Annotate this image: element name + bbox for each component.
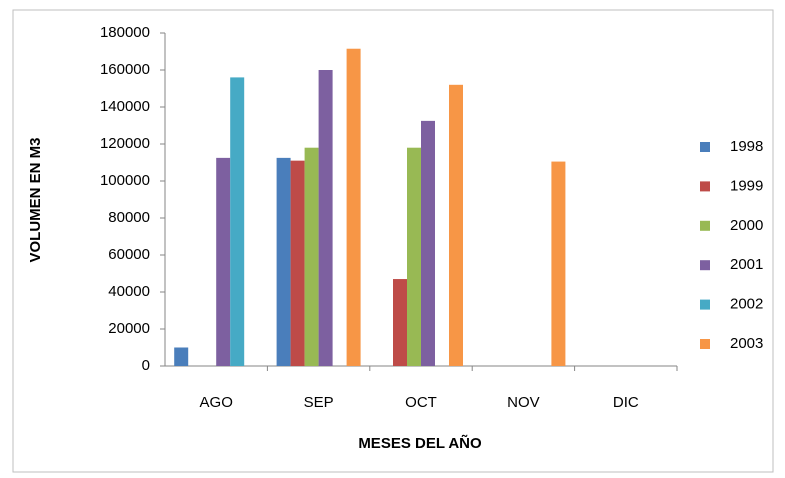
bar xyxy=(290,160,305,366)
legend-swatch xyxy=(700,339,710,349)
bar xyxy=(421,120,435,366)
legend-label: 2001 xyxy=(730,256,763,273)
bar xyxy=(407,147,421,366)
legend-swatch xyxy=(700,260,710,271)
legend-label: 2002 xyxy=(730,296,763,313)
y-tick-label: 40000 xyxy=(108,283,150,300)
bar xyxy=(174,347,189,366)
y-tick-label: 100000 xyxy=(100,172,150,189)
bar xyxy=(318,70,333,366)
bar xyxy=(393,279,407,366)
x-tick-label: DIC xyxy=(613,394,639,411)
bar xyxy=(276,157,291,366)
legend-swatch xyxy=(700,181,710,192)
bar xyxy=(449,84,463,367)
legend-label: 2000 xyxy=(730,217,763,234)
y-tick-label: 120000 xyxy=(100,135,150,152)
y-tick-label: 60000 xyxy=(108,246,150,263)
x-axis-title: MESES DEL AÑO xyxy=(358,434,482,452)
bar xyxy=(346,48,361,366)
x-tick-label: OCT xyxy=(405,394,437,411)
legend-swatch xyxy=(700,299,710,310)
chart-frame xyxy=(12,9,774,473)
y-tick-label: 0 xyxy=(142,357,150,374)
y-tick-label: 80000 xyxy=(108,209,150,226)
bar xyxy=(230,77,245,367)
y-tick-label: 160000 xyxy=(100,61,150,78)
y-tick-label: 140000 xyxy=(100,98,150,115)
y-tick-label: 20000 xyxy=(108,320,150,337)
bar xyxy=(304,147,319,366)
bar xyxy=(551,161,566,366)
x-tick-label: NOV xyxy=(507,394,540,411)
x-tick-label: SEP xyxy=(304,394,334,411)
legend-label: 1998 xyxy=(730,138,763,155)
legend-swatch xyxy=(700,142,710,152)
y-tick-label: 180000 xyxy=(100,24,150,41)
legend-label: 1999 xyxy=(730,177,763,194)
legend-swatch xyxy=(700,220,710,231)
x-tick-label: AGO xyxy=(200,394,233,411)
legend-label: 2003 xyxy=(730,335,763,352)
y-axis-title: VOLUMEN EN M3 xyxy=(27,137,44,262)
bar xyxy=(216,157,231,366)
